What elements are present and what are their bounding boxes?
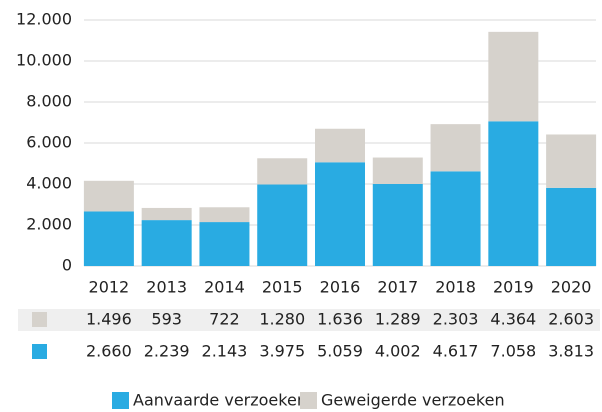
y-tick-label: 10.000 [16,51,72,70]
table-value: 5.059 [317,342,363,361]
table-value: 2.143 [202,342,248,361]
x-tick-label: 2016 [320,278,361,297]
bar [315,162,365,266]
legend-swatch [300,392,317,409]
bar [141,220,192,266]
x-tick-label: 2017 [377,278,418,297]
bar [199,222,250,266]
table-swatch [32,312,47,327]
table-value: 3.975 [259,342,305,361]
table-value: 3.813 [548,342,594,361]
x-tick-label: 2015 [262,278,303,297]
table-row-band [18,309,600,331]
table-value: 722 [209,310,240,329]
y-tick-label: 2.000 [26,215,72,234]
table-value: 1.496 [86,310,132,329]
bar [83,180,134,212]
table-value: 1.280 [259,310,305,329]
table-value: 1.636 [317,310,363,329]
bar [315,128,365,163]
y-tick-label: 0 [62,256,72,275]
legend-label: Aanvaarde verzoeken [133,391,307,410]
table-value: 2.239 [144,342,190,361]
table-value: 7.058 [490,342,536,361]
table-value: 2.303 [433,310,479,329]
table-value: 4.364 [490,310,536,329]
bar [257,184,308,266]
x-tick-label: 2019 [493,278,534,297]
x-tick-label: 2014 [204,278,245,297]
table-swatch [32,344,47,359]
bar [488,121,539,266]
bar [430,171,481,266]
bar [372,157,423,184]
bar [372,183,423,266]
legend-swatch [112,392,129,409]
bar [546,134,597,188]
y-tick-label: 12.000 [16,10,72,29]
bar [430,124,481,172]
bar [546,187,597,266]
x-tick-label: 2018 [435,278,476,297]
table-value: 593 [151,310,182,329]
x-tick-label: 2012 [89,278,130,297]
x-tick-label: 2013 [146,278,187,297]
bar [83,211,134,266]
table-value: 1.289 [375,310,421,329]
bar [257,158,308,185]
y-tick-label: 4.000 [26,174,72,193]
bar [488,31,539,122]
x-tick-label: 2020 [551,278,592,297]
legend-label: Geweigerde verzoeken [321,391,505,410]
table-value: 4.617 [433,342,479,361]
table-value: 2.660 [86,342,132,361]
bar [199,207,250,223]
bar [141,207,192,221]
table-value: 2.603 [548,310,594,329]
table-value: 4.002 [375,342,421,361]
y-tick-label: 6.000 [26,133,72,152]
y-tick-label: 8.000 [26,92,72,111]
